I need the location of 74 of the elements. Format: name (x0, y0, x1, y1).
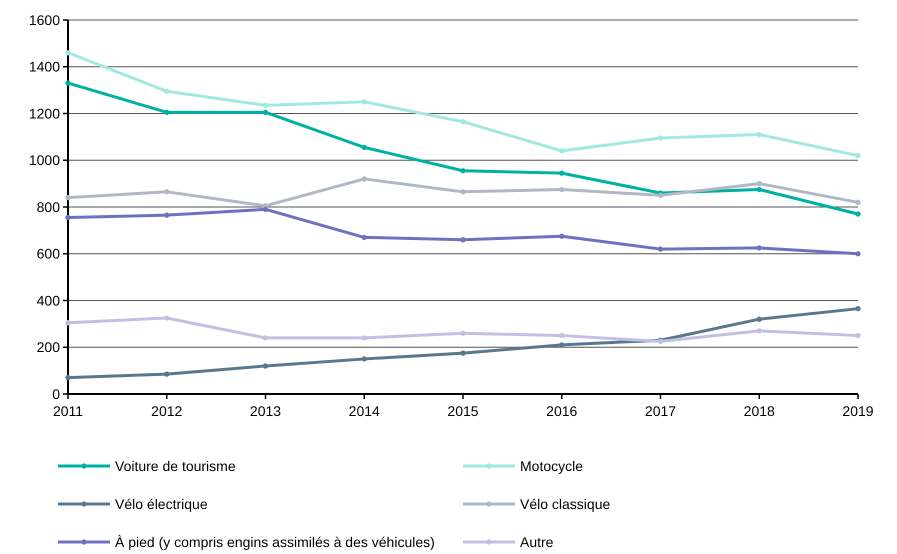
point (362, 234, 367, 240)
point (164, 212, 170, 218)
point (658, 246, 664, 252)
x-tick-label: 2012 (151, 403, 183, 419)
point (756, 245, 762, 251)
point (65, 320, 71, 326)
point (756, 186, 762, 192)
point (756, 132, 762, 138)
x-tick-label: 2011 (52, 403, 84, 419)
point (855, 211, 861, 217)
y-tick-label: 1600 (28, 12, 60, 28)
point (559, 186, 564, 192)
point (756, 316, 762, 322)
point (855, 200, 861, 205)
point (658, 135, 664, 141)
point (559, 148, 564, 154)
point (559, 234, 564, 239)
point (756, 328, 762, 334)
point (164, 189, 170, 194)
point (855, 306, 861, 312)
point (756, 180, 762, 186)
point (164, 371, 170, 377)
y-tick-label: 1400 (28, 58, 60, 75)
y-tick-label: 400 (36, 292, 60, 308)
x-tick-label: 2016 (546, 403, 578, 419)
point (362, 99, 367, 104)
point (65, 195, 71, 200)
x-tick-label: 2014 (348, 403, 380, 419)
point (65, 80, 71, 86)
point (559, 332, 564, 338)
point (65, 50, 71, 56)
point (460, 237, 466, 242)
point (362, 176, 367, 182)
point (262, 102, 268, 108)
point (164, 110, 170, 115)
y-tick-label: 200 (36, 339, 60, 356)
point (65, 214, 71, 220)
point (855, 332, 861, 338)
y-tick-label: 1000 (28, 152, 60, 168)
legend-label: À pied (y compris engins assimilés à des véhicules) (115, 534, 435, 550)
point (262, 206, 268, 212)
point (658, 192, 664, 198)
point (460, 330, 466, 336)
legend-label: Motocycle (520, 458, 584, 474)
legend-label: Vélo classique (520, 496, 610, 512)
point (164, 88, 170, 94)
point (362, 356, 367, 362)
legend-label: Voiture de tourisme (115, 458, 236, 474)
y-tick-label: 800 (36, 198, 60, 215)
point (460, 119, 466, 124)
point (460, 168, 466, 174)
point (362, 144, 367, 150)
x-tick-label: 2013 (250, 403, 282, 419)
y-tick-label: 0 (52, 386, 60, 402)
point (262, 110, 268, 115)
legend-label: Vélo électrique (115, 496, 208, 512)
point (855, 251, 861, 256)
point (65, 374, 71, 380)
x-tick-label: 2015 (447, 403, 479, 419)
point (362, 335, 367, 341)
point (559, 342, 564, 348)
y-tick-label: 1200 (28, 105, 60, 122)
y-tick-label: 600 (36, 246, 60, 262)
x-tick-label: 2017 (644, 403, 676, 419)
x-tick-label: 2018 (744, 403, 776, 419)
point (460, 350, 466, 356)
legend-label: Autre (520, 534, 554, 550)
point (262, 363, 268, 369)
point (460, 189, 466, 194)
point (164, 315, 170, 321)
point (262, 335, 268, 341)
x-tick-label: 2019 (842, 403, 874, 419)
point (855, 152, 861, 158)
point (559, 170, 564, 176)
